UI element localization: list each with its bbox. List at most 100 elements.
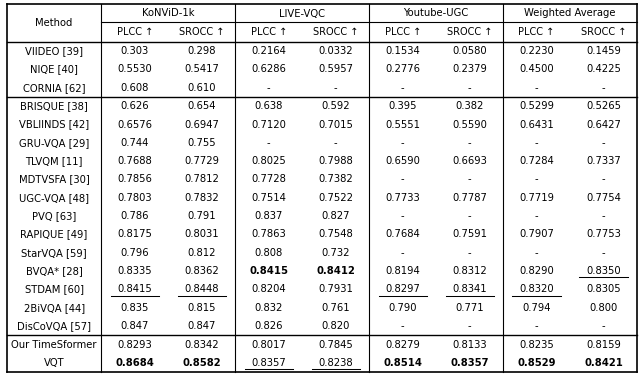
Text: 0.7787: 0.7787 bbox=[452, 193, 487, 203]
Text: 0.8194: 0.8194 bbox=[385, 266, 420, 276]
Text: 0.7832: 0.7832 bbox=[184, 193, 220, 203]
Text: 0.8312: 0.8312 bbox=[452, 266, 487, 276]
Text: SROCC ↑: SROCC ↑ bbox=[581, 27, 626, 37]
Text: -: - bbox=[401, 248, 404, 258]
Text: 0.2379: 0.2379 bbox=[452, 64, 487, 75]
Text: 0.4225: 0.4225 bbox=[586, 64, 621, 75]
Text: 0.847: 0.847 bbox=[121, 321, 149, 331]
Text: 0.812: 0.812 bbox=[188, 248, 216, 258]
Text: Weighted Average: Weighted Average bbox=[524, 9, 616, 18]
Text: 0.6427: 0.6427 bbox=[586, 120, 621, 129]
Text: -: - bbox=[468, 321, 472, 331]
Text: 0.5551: 0.5551 bbox=[385, 120, 420, 129]
Text: 0.8415: 0.8415 bbox=[249, 266, 288, 276]
Text: SROCC ↑: SROCC ↑ bbox=[447, 27, 492, 37]
Text: 0.8357: 0.8357 bbox=[451, 358, 489, 368]
Text: TLVQM [11]: TLVQM [11] bbox=[26, 156, 83, 166]
Text: 0.7856: 0.7856 bbox=[117, 174, 152, 184]
Text: 0.7988: 0.7988 bbox=[318, 156, 353, 166]
Text: 0.608: 0.608 bbox=[121, 83, 149, 93]
Text: 0.592: 0.592 bbox=[321, 101, 350, 111]
Text: 0.8415: 0.8415 bbox=[118, 285, 152, 294]
Text: -: - bbox=[334, 83, 337, 93]
Text: KoNViD-1k: KoNViD-1k bbox=[142, 9, 195, 18]
Text: 0.7863: 0.7863 bbox=[252, 230, 286, 240]
Text: StarVQA [59]: StarVQA [59] bbox=[21, 248, 87, 258]
Text: 0.0332: 0.0332 bbox=[319, 46, 353, 56]
Text: 0.7728: 0.7728 bbox=[252, 174, 286, 184]
Text: 0.5417: 0.5417 bbox=[184, 64, 220, 75]
Text: 0.8297: 0.8297 bbox=[385, 285, 420, 294]
Text: 2BiVQA [44]: 2BiVQA [44] bbox=[24, 303, 84, 313]
Text: 0.8320: 0.8320 bbox=[519, 285, 554, 294]
Text: 0.8279: 0.8279 bbox=[385, 339, 420, 350]
Text: 0.7522: 0.7522 bbox=[318, 193, 353, 203]
Text: 0.395: 0.395 bbox=[388, 101, 417, 111]
Text: CORNIA [62]: CORNIA [62] bbox=[23, 83, 85, 93]
Text: 0.7382: 0.7382 bbox=[318, 174, 353, 184]
Text: -: - bbox=[468, 138, 472, 148]
Text: 0.626: 0.626 bbox=[120, 101, 149, 111]
Text: 0.2164: 0.2164 bbox=[252, 46, 286, 56]
Text: PLCC ↑: PLCC ↑ bbox=[251, 27, 287, 37]
Text: 0.827: 0.827 bbox=[321, 211, 350, 221]
Text: -: - bbox=[602, 248, 605, 258]
Text: 0.815: 0.815 bbox=[188, 303, 216, 313]
Text: BRISQUE [38]: BRISQUE [38] bbox=[20, 101, 88, 111]
Text: 0.1534: 0.1534 bbox=[385, 46, 420, 56]
Text: -: - bbox=[602, 321, 605, 331]
Text: 0.820: 0.820 bbox=[321, 321, 350, 331]
Text: VQT: VQT bbox=[44, 358, 65, 368]
Text: 0.8335: 0.8335 bbox=[118, 266, 152, 276]
Text: SROCC ↑: SROCC ↑ bbox=[179, 27, 225, 37]
Text: 0.8412: 0.8412 bbox=[316, 266, 355, 276]
Text: 0.791: 0.791 bbox=[188, 211, 216, 221]
Text: 0.7514: 0.7514 bbox=[252, 193, 286, 203]
Text: 0.6590: 0.6590 bbox=[385, 156, 420, 166]
Text: -: - bbox=[602, 83, 605, 93]
Text: SROCC ↑: SROCC ↑ bbox=[313, 27, 358, 37]
Text: 0.732: 0.732 bbox=[321, 248, 350, 258]
Text: 0.8305: 0.8305 bbox=[586, 285, 621, 294]
Text: -: - bbox=[401, 321, 404, 331]
Text: 0.8175: 0.8175 bbox=[117, 230, 152, 240]
Text: -: - bbox=[535, 174, 538, 184]
Text: PLCC ↑: PLCC ↑ bbox=[518, 27, 555, 37]
Text: 0.786: 0.786 bbox=[120, 211, 149, 221]
Text: 0.7907: 0.7907 bbox=[519, 230, 554, 240]
Text: Youtube-UGC: Youtube-UGC bbox=[404, 9, 468, 18]
Text: PLCC ↑: PLCC ↑ bbox=[116, 27, 153, 37]
Text: 0.800: 0.800 bbox=[589, 303, 618, 313]
Text: 0.298: 0.298 bbox=[188, 46, 216, 56]
Text: 0.2776: 0.2776 bbox=[385, 64, 420, 75]
Text: 0.7803: 0.7803 bbox=[118, 193, 152, 203]
Text: 0.7015: 0.7015 bbox=[318, 120, 353, 129]
Text: -: - bbox=[468, 174, 472, 184]
Text: GRU-VQA [29]: GRU-VQA [29] bbox=[19, 138, 89, 148]
Text: 0.7548: 0.7548 bbox=[318, 230, 353, 240]
Text: MDTVSFA [30]: MDTVSFA [30] bbox=[19, 174, 90, 184]
Text: 0.0580: 0.0580 bbox=[452, 46, 487, 56]
Text: 0.8204: 0.8204 bbox=[252, 285, 286, 294]
Text: 0.8017: 0.8017 bbox=[252, 339, 286, 350]
Text: RAPIQUE [49]: RAPIQUE [49] bbox=[20, 230, 88, 240]
Text: 0.2230: 0.2230 bbox=[519, 46, 554, 56]
Text: -: - bbox=[535, 83, 538, 93]
Text: 0.6286: 0.6286 bbox=[252, 64, 286, 75]
Text: 0.7812: 0.7812 bbox=[184, 174, 220, 184]
Text: -: - bbox=[602, 211, 605, 221]
Text: 0.8031: 0.8031 bbox=[184, 230, 219, 240]
Text: 0.771: 0.771 bbox=[455, 303, 484, 313]
Text: -: - bbox=[602, 174, 605, 184]
Text: 0.8235: 0.8235 bbox=[519, 339, 554, 350]
Text: 0.654: 0.654 bbox=[188, 101, 216, 111]
Text: 0.8238: 0.8238 bbox=[319, 358, 353, 368]
Text: 0.796: 0.796 bbox=[120, 248, 149, 258]
Text: -: - bbox=[267, 138, 271, 148]
Text: 0.6576: 0.6576 bbox=[117, 120, 152, 129]
Text: 0.5957: 0.5957 bbox=[318, 64, 353, 75]
Text: -: - bbox=[535, 138, 538, 148]
Text: 0.8582: 0.8582 bbox=[182, 358, 221, 368]
Text: 0.5530: 0.5530 bbox=[118, 64, 152, 75]
Text: 0.8514: 0.8514 bbox=[383, 358, 422, 368]
